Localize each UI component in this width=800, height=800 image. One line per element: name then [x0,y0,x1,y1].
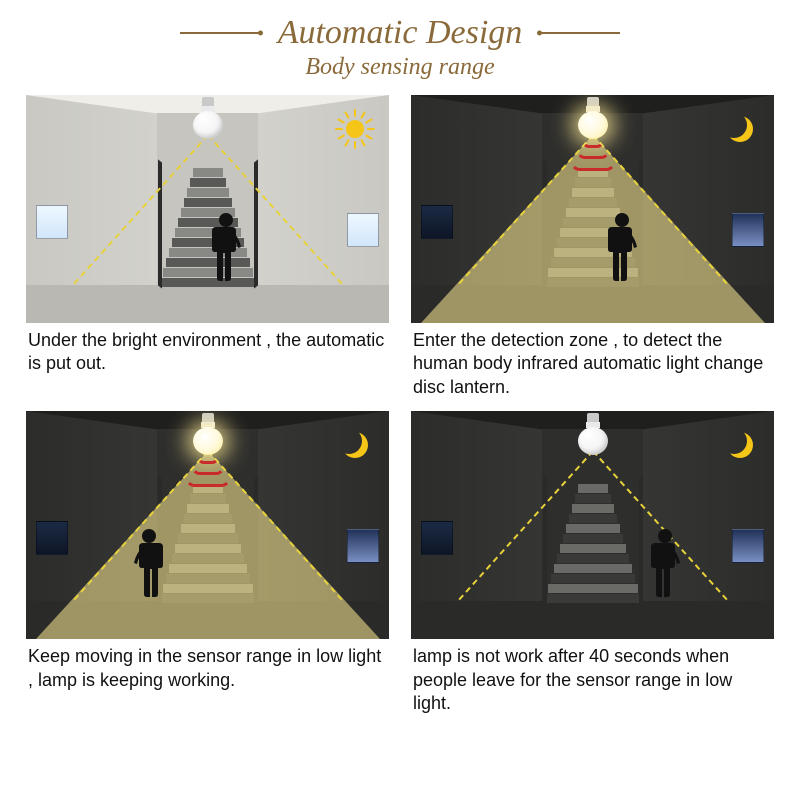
scene [411,411,774,639]
rule-left [180,32,260,34]
scene [411,95,774,323]
page-subtitle: Body sensing range [0,54,800,81]
panel-caption: Under the bright environment , the autom… [26,323,389,397]
bulb-icon [191,413,225,455]
panel-caption: Keep moving in the sensor range in low l… [26,639,389,713]
panel-grid: Under the bright environment , the autom… [0,89,800,715]
person-icon [602,211,642,303]
person-icon [645,527,685,619]
moon-icon [720,425,760,465]
panel-night-detect: Enter the detection zone , to detect the… [411,95,774,399]
person-icon [129,527,169,619]
scene [26,411,389,639]
panel-night-moving: Keep moving in the sensor range in low l… [26,411,389,715]
panel-night-leave: lamp is not work after 40 seconds when p… [411,411,774,715]
moon-icon [335,425,375,465]
bulb-icon [576,97,610,139]
header: Automatic Design Body sensing range [0,0,800,89]
bulb-icon [191,97,225,139]
sensor-waves-icon [178,457,238,487]
person-icon [206,211,246,303]
bulb-icon [576,413,610,455]
panel-caption: Enter the detection zone , to detect the… [411,323,774,399]
sensor-waves-icon [563,141,623,171]
sun-icon [335,109,375,149]
detection-cone [421,451,765,639]
rule-right [540,32,620,34]
panel-day-off: Under the bright environment , the autom… [26,95,389,399]
title-row: Automatic Design [0,14,800,52]
scene [26,95,389,323]
panel-caption: lamp is not work after 40 seconds when p… [411,639,774,715]
moon-icon [720,109,760,149]
page-title: Automatic Design [278,14,523,52]
